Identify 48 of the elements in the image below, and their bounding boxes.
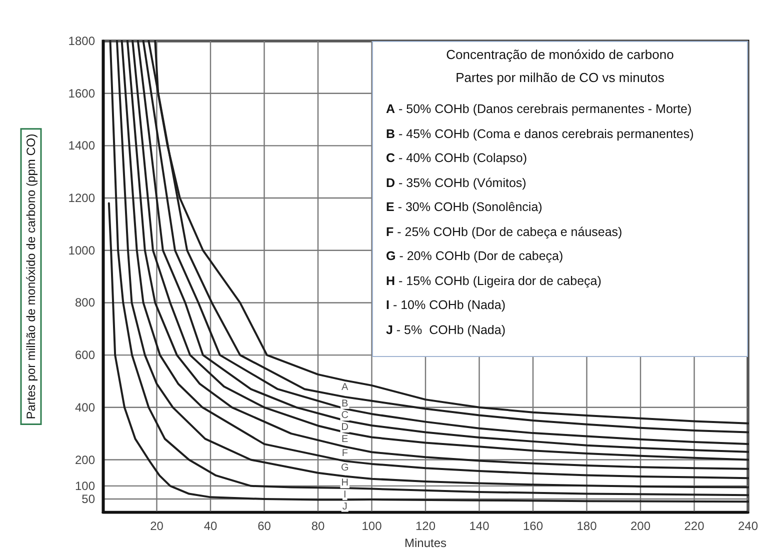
y-tick-label: 1000: [68, 243, 96, 258]
y-tick-label: 1600: [68, 86, 96, 100]
series-label: A: [342, 382, 349, 393]
annotation: C - 40% COHb (Colapso): [386, 150, 528, 166]
x-tick-label: 240: [738, 519, 758, 534]
annotation: F - 25% COHb (Dor de cabeça e náuseas): [386, 224, 622, 240]
series-label: I: [343, 490, 346, 501]
x-tick-label: 60: [258, 519, 272, 534]
x-tick-label: 160: [522, 519, 544, 534]
y-tick-label: 600: [74, 348, 96, 362]
series-label: B: [342, 398, 349, 410]
text: Concentração de monóxido de carbono: [445, 47, 675, 63]
x-tick-label: 20: [150, 519, 164, 534]
text: Partes por milhão de CO vs minutos: [454, 70, 666, 86]
y-tick-label: 100: [74, 478, 96, 493]
series-label: J: [342, 501, 348, 512]
series-label: F: [342, 448, 348, 460]
annotation: G - 20% COHb (Dor de cabeça): [386, 248, 564, 264]
y-tick-label: 1200: [68, 191, 96, 206]
y-tick-label: 200: [74, 452, 96, 467]
line-series: [108, 202, 749, 503]
y-tick-label: 400: [74, 400, 96, 414]
y-tick-label: 1800: [68, 34, 96, 48]
x-tick-label: 80: [311, 519, 325, 534]
x-tick-label: 180: [576, 519, 598, 534]
annotation: D - 35% COHb (Vómitos): [386, 174, 526, 190]
y-tick-label: 50: [82, 492, 96, 506]
x-tick-label: 40: [204, 519, 218, 534]
x-axis-title: Minutes: [404, 536, 447, 550]
series-label: G: [340, 462, 349, 474]
annotation: J - 5% COHb (Nada): [386, 322, 506, 338]
y-axis-title: Partes por milhão de monóxido de carbono (ppm CO): [24, 134, 38, 420]
y-tick-label: 800: [74, 296, 96, 310]
x-tick-label: 200: [630, 519, 651, 534]
x-tick-label: 140: [469, 519, 490, 534]
series-label: C: [341, 410, 348, 422]
annotation: E - 30% COHb (Sonolência): [386, 199, 542, 215]
x-tick-label: 100: [362, 519, 382, 534]
x-tick-label: 220: [684, 519, 705, 534]
annotation: B - 45% COHb (Coma e danos cerebrais permanentes): [386, 126, 694, 142]
annotation: H - 15% COHb (Ligeira dor de cabeça): [386, 272, 602, 288]
series-label: E: [342, 434, 349, 445]
annotation: A - 50% COHb (Danos cerebrais permanentes - Morte): [386, 101, 692, 117]
annotation: I - 10% COHb (Nada): [386, 297, 506, 313]
x-tick-label: 120: [415, 519, 436, 534]
y-tick-label: 1400: [68, 138, 96, 153]
series-label: D: [341, 422, 348, 433]
series-label: H: [341, 478, 348, 489]
